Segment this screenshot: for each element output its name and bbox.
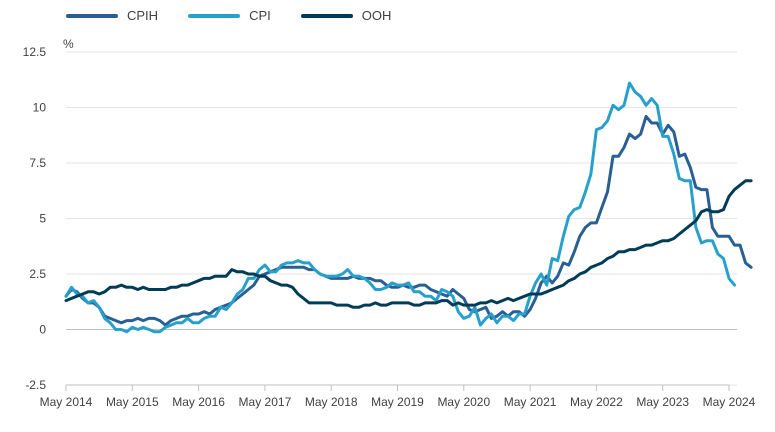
legend-item-cpi: CPI	[188, 8, 271, 23]
x-tick-label-6: May 2020	[437, 395, 490, 409]
x-tick-label-7: May 2021	[504, 395, 557, 409]
legend-swatch-cpih	[66, 13, 118, 18]
series-line-cpi	[64, 81, 736, 334]
y-tick-label-5: 0	[39, 323, 46, 337]
x-tick-label-0: May 2014	[40, 395, 93, 409]
x-tick-label-4: May 2018	[305, 395, 358, 409]
grid-lines	[66, 51, 737, 386]
legend-swatch-ooh	[300, 13, 353, 18]
legend-item-ooh: OOH	[300, 8, 392, 23]
chart-legend: CPIH CPI OOH	[66, 8, 421, 23]
legend-label-cpi: CPI	[249, 8, 271, 23]
x-tick-label-3: May 2017	[239, 395, 292, 409]
legend-label-ooh: OOH	[361, 8, 392, 23]
y-tick-label-1: 10	[33, 101, 47, 115]
series-line-ooh	[64, 179, 753, 309]
x-tick-label-1: May 2015	[106, 395, 159, 409]
x-tick-label-2: May 2016	[172, 395, 225, 409]
y-axis-unit-label: %	[63, 37, 74, 51]
y-tick-label-6: -2.5	[25, 378, 46, 392]
y-axis: 12.5 10 7.5 5 2.5 0 -2.5	[23, 45, 47, 392]
x-tick-label-10: May 2024	[703, 395, 756, 409]
x-tick-label-9: May 2023	[636, 395, 689, 409]
y-tick-label-4: 2.5	[29, 267, 46, 281]
x-tick-label-8: May 2022	[570, 395, 623, 409]
legend-item-cpih: CPIH	[66, 8, 158, 23]
series-lines	[64, 81, 753, 334]
y-tick-label-0: 12.5	[23, 45, 47, 59]
x-axis: May 2014 May 2015 May 2016 May 2017 May 2018…	[40, 384, 756, 409]
y-tick-label-2: 7.5	[29, 156, 46, 170]
series-line-cpih	[64, 114, 753, 327]
legend-swatch-cpi	[188, 13, 241, 18]
y-tick-label-3: 5	[39, 212, 46, 226]
x-tick-label-5: May 2019	[371, 395, 424, 409]
legend-label-cpih: CPIH	[127, 8, 159, 23]
